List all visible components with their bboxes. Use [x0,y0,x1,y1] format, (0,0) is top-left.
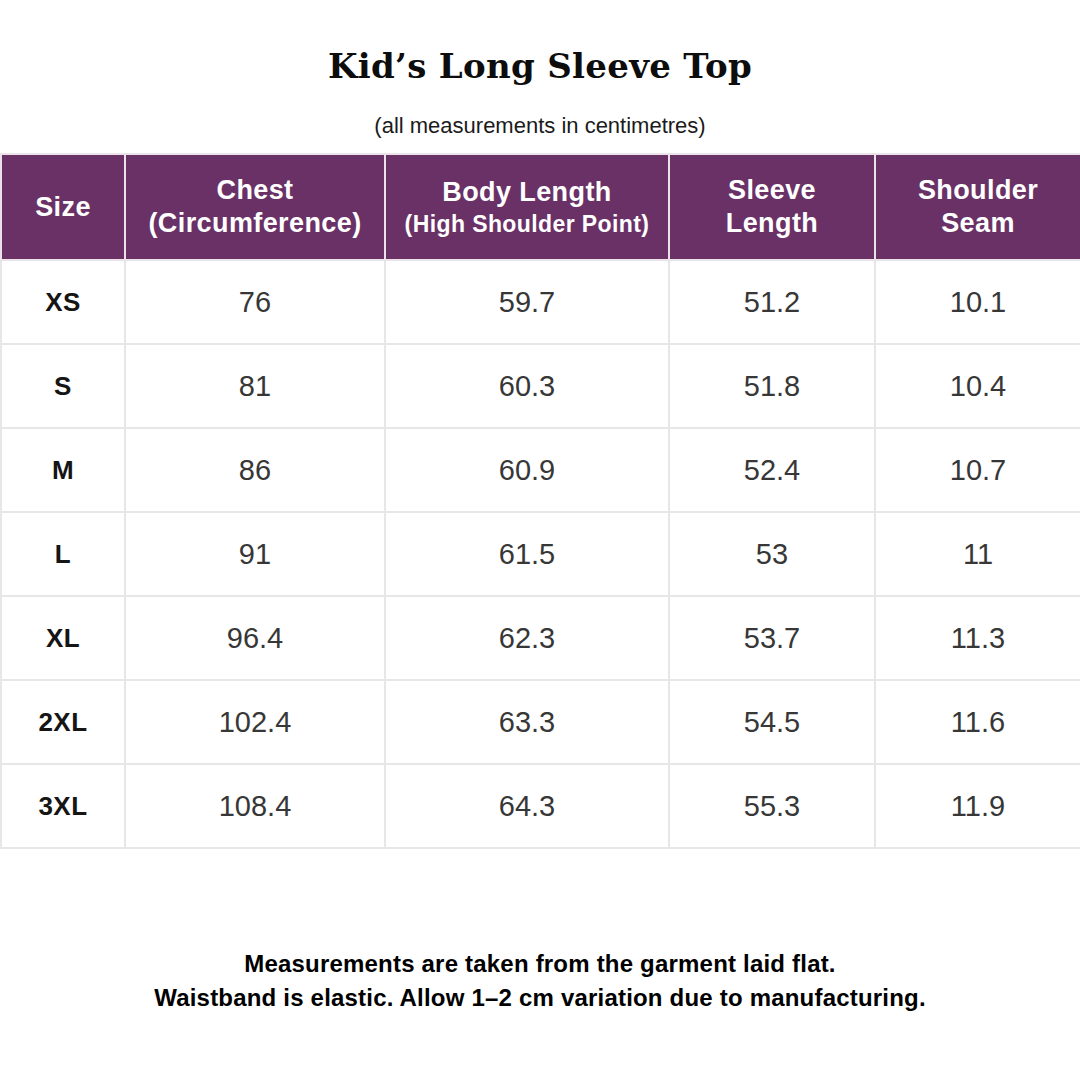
value-cell: 96.4 [125,596,385,680]
header-cell-sleeve-length: Sleeve Length [669,154,875,260]
header-cell-shoulder-seam: Shoulder Seam [875,154,1080,260]
table-row-2xl: 2XL 102.4 63.3 54.5 11.6 [1,680,1080,764]
table-row-3xl: 3XL 108.4 64.3 55.3 11.9 [1,764,1080,848]
notes-line-1: Measurements are taken from the garment … [0,947,1080,981]
table-row-xl: XL 96.4 62.3 53.7 11.3 [1,596,1080,680]
value-cell: 10.7 [875,428,1080,512]
notes-line-2: Waistband is elastic. Allow 1–2 cm varia… [0,981,1080,1015]
value-cell: 55.3 [669,764,875,848]
size-cell: L [1,512,125,596]
value-cell: 59.7 [385,260,669,344]
table-row-l: L 91 61.5 53 11 [1,512,1080,596]
value-cell: 76 [125,260,385,344]
page-title: Kid’s Long Sleeve Top [0,0,1080,86]
value-cell: 11 [875,512,1080,596]
header-sublabel-body-length: (High Shoulder Point) [386,209,668,239]
size-table: Size Chest (Circumference) Body Length (… [0,153,1080,849]
header-cell-body-length: Body Length (High Shoulder Point) [385,154,669,260]
value-cell: 51.8 [669,344,875,428]
value-cell: 108.4 [125,764,385,848]
size-cell: M [1,428,125,512]
size-cell: 2XL [1,680,125,764]
value-cell: 10.4 [875,344,1080,428]
header-label-body-length: Body Length [386,176,668,209]
size-chart-page: Kid’s Long Sleeve Top (all measurements … [0,0,1080,1080]
value-cell: 64.3 [385,764,669,848]
size-cell: XL [1,596,125,680]
value-cell: 60.3 [385,344,669,428]
value-cell: 53 [669,512,875,596]
header-cell-chest: Chest (Circumference) [125,154,385,260]
value-cell: 91 [125,512,385,596]
value-cell: 81 [125,344,385,428]
value-cell: 86 [125,428,385,512]
header-row: Size Chest (Circumference) Body Length (… [1,154,1080,260]
header-sublabel-sleeve: Length [670,207,874,240]
value-cell: 53.7 [669,596,875,680]
value-cell: 10.1 [875,260,1080,344]
table-row-xs: XS 76 59.7 51.2 10.1 [1,260,1080,344]
value-cell: 60.9 [385,428,669,512]
value-cell: 102.4 [125,680,385,764]
size-cell: S [1,344,125,428]
value-cell: 61.5 [385,512,669,596]
size-cell: XS [1,260,125,344]
header-cell-size: Size [1,154,125,260]
header-label-chest: Chest [126,174,384,207]
header-sublabel-shoulder: Seam [876,207,1080,240]
value-cell: 63.3 [385,680,669,764]
value-cell: 52.4 [669,428,875,512]
value-cell: 51.2 [669,260,875,344]
header-sublabel-chest: (Circumference) [126,207,384,240]
value-cell: 11.6 [875,680,1080,764]
measurement-notes: Measurements are taken from the garment … [0,947,1080,1015]
value-cell: 11.3 [875,596,1080,680]
value-cell: 62.3 [385,596,669,680]
table-row-s: S 81 60.3 51.8 10.4 [1,344,1080,428]
header-label-shoulder: Shoulder [876,174,1080,207]
value-cell: 11.9 [875,764,1080,848]
table-row-m: M 86 60.9 52.4 10.7 [1,428,1080,512]
size-cell: 3XL [1,764,125,848]
value-cell: 54.5 [669,680,875,764]
header-label-size: Size [2,191,124,224]
header-label-sleeve: Sleeve [670,174,874,207]
units-note: (all measurements in centimetres) [0,113,1080,139]
